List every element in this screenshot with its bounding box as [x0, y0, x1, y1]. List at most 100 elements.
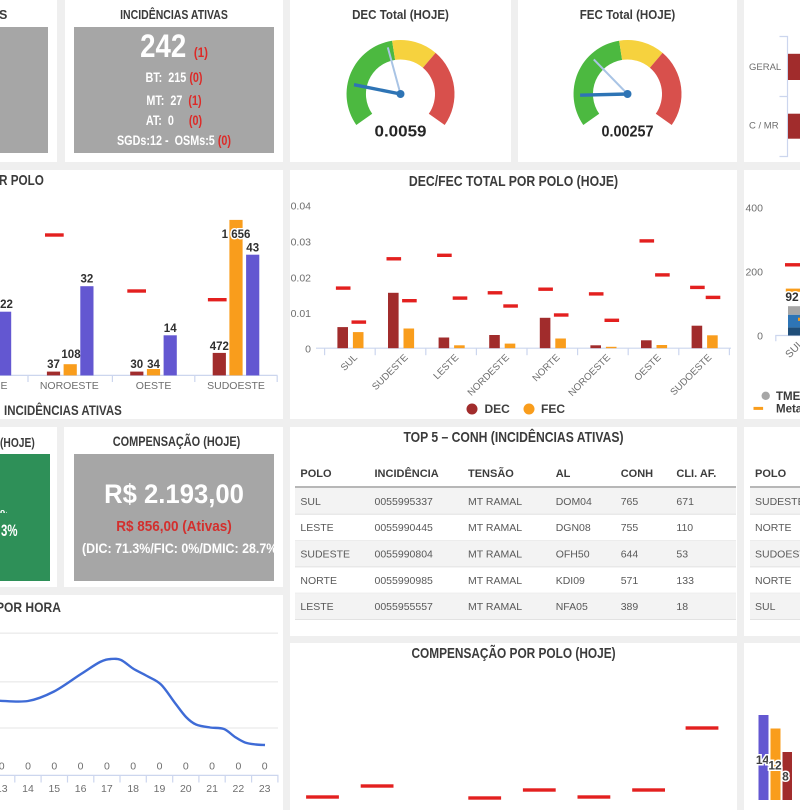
- svg-text:765: 765: [621, 496, 639, 508]
- svg-text:NORDESTE: NORDESTE: [466, 352, 512, 398]
- svg-text:14: 14: [756, 753, 770, 767]
- svg-text:NORTE: NORTE: [531, 352, 563, 384]
- svg-text:SUDESTE: SUDESTE: [755, 496, 800, 508]
- svg-text:53: 53: [676, 549, 688, 561]
- svg-text:0: 0: [51, 761, 57, 773]
- svg-text:8: 8: [782, 770, 789, 784]
- svg-text:0: 0: [235, 761, 241, 773]
- svg-text:NORTE: NORTE: [755, 575, 792, 587]
- svg-text:0: 0: [757, 330, 763, 342]
- svg-text:0.00257: 0.00257: [602, 124, 654, 141]
- svg-text:108: 108: [61, 349, 81, 361]
- svg-text:OESTE: OESTE: [136, 380, 172, 392]
- svg-text:MT RAMAL: MT RAMAL: [468, 575, 522, 587]
- svg-text:0.02: 0.02: [291, 273, 312, 285]
- svg-text:SUDOESTE: SUDOESTE: [669, 352, 715, 398]
- svg-text:43: 43: [246, 243, 259, 255]
- svg-text:34: 34: [147, 359, 160, 371]
- svg-text:755: 755: [621, 522, 639, 534]
- svg-text:OFH50: OFH50: [556, 549, 590, 561]
- svg-text:NORTE: NORTE: [300, 575, 337, 587]
- svg-text:671: 671: [676, 496, 694, 508]
- svg-text:644: 644: [621, 549, 639, 561]
- svg-text:POLO: POLO: [755, 468, 787, 480]
- svg-text:110: 110: [676, 522, 693, 534]
- svg-text:TENSÃO: TENSÃO: [468, 467, 514, 480]
- svg-text:92: 92: [785, 290, 799, 304]
- svg-text:472: 472: [210, 341, 229, 353]
- svg-text:12: 12: [768, 759, 782, 773]
- svg-text:0.03: 0.03: [291, 236, 312, 248]
- svg-text:0: 0: [0, 761, 5, 773]
- svg-text:SUDOESTE: SUDOESTE: [207, 380, 265, 392]
- svg-text:LESTE: LESTE: [300, 522, 333, 534]
- svg-text:0: 0: [157, 761, 163, 773]
- svg-text:POLO: POLO: [300, 468, 332, 480]
- svg-text:22: 22: [0, 299, 13, 311]
- svg-text:NFA05: NFA05: [556, 601, 588, 613]
- svg-text:32: 32: [81, 274, 94, 286]
- svg-text:0055995337: 0055995337: [375, 496, 434, 508]
- svg-text:37: 37: [47, 359, 60, 371]
- svg-text:DEC: DEC: [485, 402, 511, 416]
- svg-text:MT RAMAL: MT RAMAL: [468, 496, 522, 508]
- svg-text:16: 16: [75, 783, 87, 795]
- svg-text:400: 400: [745, 203, 763, 215]
- svg-text:0.01: 0.01: [291, 308, 312, 320]
- svg-text:MT RAMAL: MT RAMAL: [468, 522, 522, 534]
- svg-text:SUL: SUL: [783, 338, 800, 361]
- svg-text:AL: AL: [556, 468, 571, 480]
- svg-text:15: 15: [48, 783, 60, 795]
- svg-text:19: 19: [154, 783, 166, 795]
- svg-text:LESTE: LESTE: [432, 352, 462, 382]
- svg-text:18: 18: [127, 783, 139, 795]
- svg-text:0055955557: 0055955557: [375, 601, 434, 613]
- svg-text:SUL: SUL: [339, 352, 361, 374]
- svg-text:0: 0: [183, 761, 189, 773]
- svg-text:CONH: CONH: [621, 468, 653, 480]
- svg-text:MT RAMAL: MT RAMAL: [468, 601, 522, 613]
- svg-text:18: 18: [676, 601, 688, 613]
- svg-text:LESTE: LESTE: [300, 601, 333, 613]
- svg-text:0055990445: 0055990445: [375, 522, 434, 534]
- svg-text:30: 30: [130, 359, 143, 371]
- svg-text:GERAL: GERAL: [749, 62, 781, 73]
- svg-text:E: E: [0, 380, 7, 392]
- svg-text:20: 20: [180, 783, 192, 795]
- svg-text:NOROESTE: NOROESTE: [40, 380, 99, 392]
- svg-text:FEC: FEC: [541, 402, 565, 416]
- svg-text:21: 21: [206, 783, 218, 795]
- svg-text:TME: TME: [776, 391, 800, 403]
- svg-text:571: 571: [621, 575, 639, 587]
- svg-text:14: 14: [164, 323, 177, 335]
- svg-text:23: 23: [259, 783, 271, 795]
- svg-text:KDI09: KDI09: [556, 575, 585, 587]
- svg-text:133: 133: [676, 575, 694, 587]
- svg-text:NOROESTE: NOROESTE: [567, 352, 614, 399]
- svg-text:CLI. AF.: CLI. AF.: [676, 468, 716, 480]
- svg-text:0: 0: [305, 343, 311, 355]
- svg-text:SUL: SUL: [300, 496, 321, 508]
- svg-text:NORTE: NORTE: [755, 522, 792, 534]
- svg-text:0: 0: [25, 761, 31, 773]
- svg-text:SUDESTE: SUDESTE: [300, 549, 350, 561]
- svg-text:SUL: SUL: [755, 601, 776, 613]
- svg-text:DGN08: DGN08: [556, 522, 591, 534]
- svg-text:0055990804: 0055990804: [375, 549, 434, 561]
- svg-text:0: 0: [78, 761, 84, 773]
- svg-text:C / MR: C / MR: [749, 121, 779, 132]
- svg-text:0: 0: [104, 761, 110, 773]
- svg-text:0.0059: 0.0059: [375, 124, 427, 141]
- svg-text:14: 14: [22, 783, 34, 795]
- svg-text:200: 200: [745, 267, 763, 279]
- svg-text:13: 13: [0, 783, 8, 795]
- svg-text:389: 389: [621, 601, 639, 613]
- svg-text:17: 17: [101, 783, 113, 795]
- svg-text:22: 22: [233, 783, 245, 795]
- svg-text:0.04: 0.04: [291, 201, 312, 213]
- svg-text:0: 0: [262, 761, 268, 773]
- svg-text:SUDESTE: SUDESTE: [370, 352, 411, 393]
- svg-text:OESTE: OESTE: [632, 352, 663, 383]
- svg-text:INCIDÊNCIA: INCIDÊNCIA: [375, 467, 439, 480]
- svg-text:DOM04: DOM04: [556, 496, 592, 508]
